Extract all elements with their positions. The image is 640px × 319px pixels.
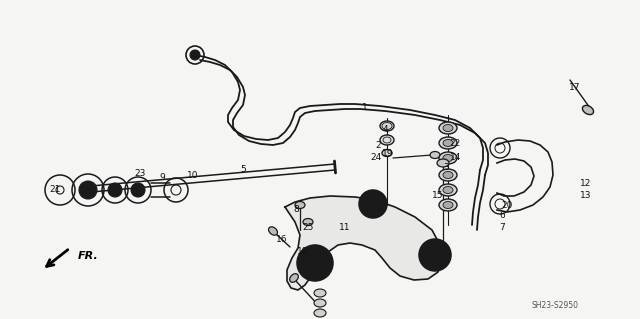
Text: 18: 18: [297, 248, 308, 256]
Text: 9: 9: [159, 174, 165, 182]
Ellipse shape: [314, 309, 326, 317]
Text: 13: 13: [580, 190, 592, 199]
Text: 25: 25: [302, 224, 314, 233]
Circle shape: [359, 190, 387, 218]
Ellipse shape: [303, 219, 313, 226]
Text: 14: 14: [451, 153, 461, 162]
Circle shape: [419, 239, 451, 271]
Text: 20: 20: [501, 201, 513, 210]
Text: 22: 22: [449, 138, 461, 147]
Ellipse shape: [439, 122, 457, 134]
Text: FR.: FR.: [78, 251, 99, 261]
Text: 10: 10: [188, 170, 199, 180]
Polygon shape: [285, 196, 442, 290]
Ellipse shape: [443, 139, 453, 146]
Circle shape: [297, 245, 333, 281]
Ellipse shape: [443, 202, 453, 209]
Ellipse shape: [439, 152, 457, 164]
Ellipse shape: [582, 105, 593, 115]
Text: 7: 7: [499, 222, 505, 232]
Ellipse shape: [439, 184, 457, 196]
Ellipse shape: [443, 172, 453, 179]
Text: 12: 12: [580, 179, 592, 188]
Text: 2: 2: [375, 140, 381, 150]
Ellipse shape: [295, 202, 305, 209]
Text: 3: 3: [443, 164, 449, 173]
Circle shape: [310, 258, 320, 268]
Text: 8: 8: [293, 205, 299, 214]
Ellipse shape: [380, 121, 394, 131]
Text: SH23-S2950: SH23-S2950: [531, 300, 579, 309]
Circle shape: [108, 183, 122, 197]
Ellipse shape: [314, 299, 326, 307]
Ellipse shape: [443, 187, 453, 194]
Ellipse shape: [439, 199, 457, 211]
Circle shape: [431, 251, 439, 259]
Ellipse shape: [443, 124, 453, 131]
Ellipse shape: [269, 227, 278, 235]
Ellipse shape: [437, 159, 449, 167]
Ellipse shape: [439, 137, 457, 149]
Ellipse shape: [443, 154, 453, 161]
Text: 11: 11: [339, 224, 351, 233]
Text: 15: 15: [432, 190, 444, 199]
Text: 16: 16: [276, 235, 288, 244]
Text: 23: 23: [134, 168, 146, 177]
Text: 17: 17: [569, 84, 580, 93]
Text: 1: 1: [362, 103, 368, 113]
Text: 24: 24: [371, 153, 381, 162]
Ellipse shape: [290, 274, 298, 282]
Ellipse shape: [439, 169, 457, 181]
Text: 19: 19: [382, 149, 394, 158]
Text: 4: 4: [382, 125, 388, 135]
Ellipse shape: [314, 289, 326, 297]
Ellipse shape: [430, 152, 440, 159]
Circle shape: [190, 50, 200, 60]
Text: 5: 5: [240, 166, 246, 174]
Text: 6: 6: [499, 211, 505, 219]
Circle shape: [131, 183, 145, 197]
Ellipse shape: [380, 135, 394, 145]
Ellipse shape: [382, 150, 392, 157]
Circle shape: [79, 181, 97, 199]
Text: 21: 21: [49, 186, 61, 195]
